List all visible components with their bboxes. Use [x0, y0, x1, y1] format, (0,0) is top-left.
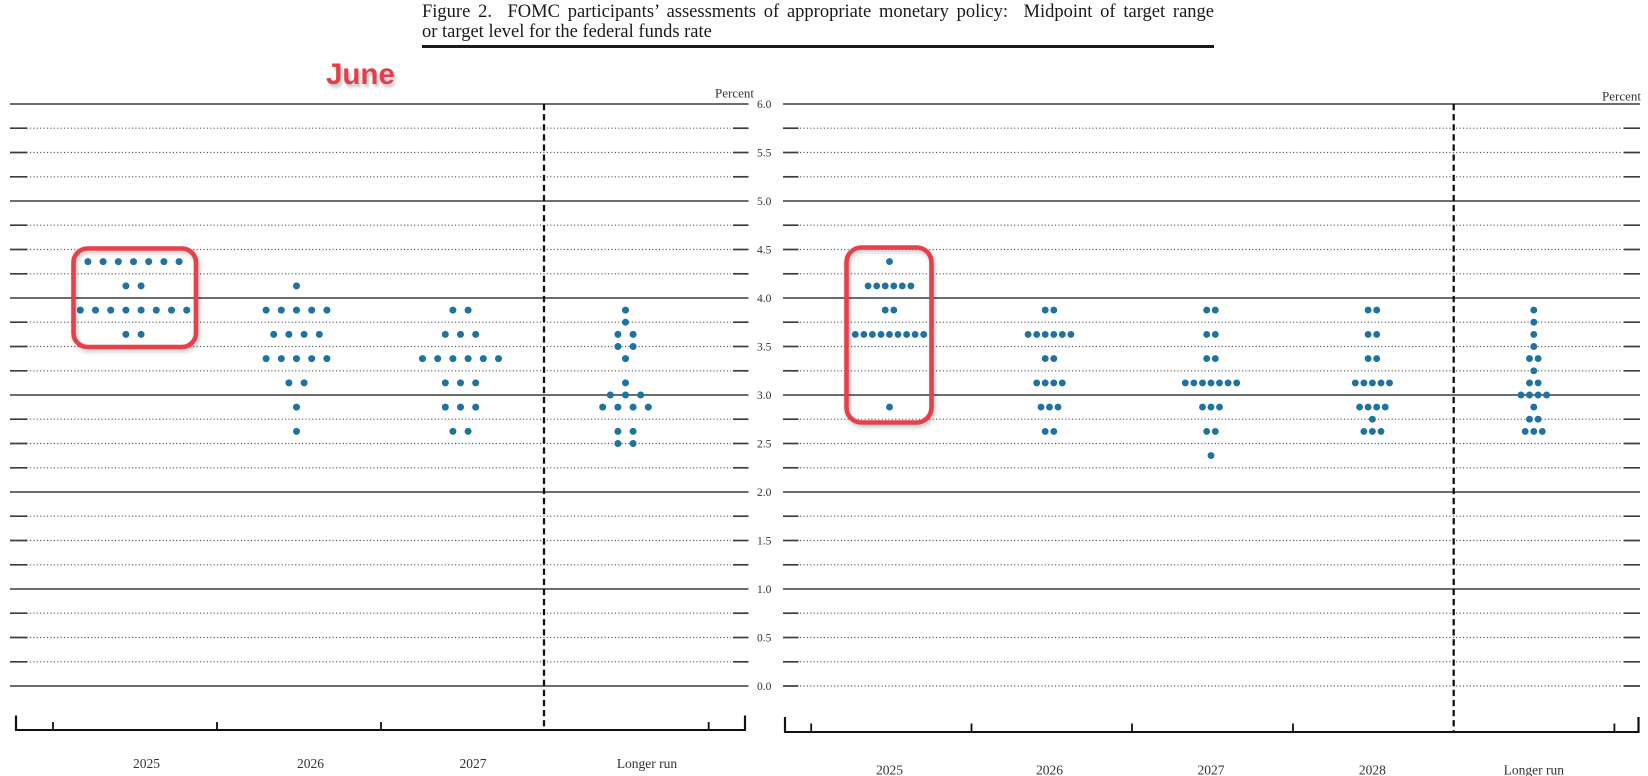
svg-text:6.0: 6.0 — [757, 99, 772, 111]
svg-text:0.5: 0.5 — [757, 633, 772, 645]
svg-text:2026: 2026 — [297, 756, 324, 771]
svg-text:2.0: 2.0 — [757, 487, 772, 499]
svg-text:5.0: 5.0 — [757, 196, 772, 208]
svg-text:Percent: Percent — [715, 86, 754, 101]
svg-text:2026: 2026 — [1036, 763, 1063, 776]
svg-text:2028: 2028 — [1359, 763, 1386, 776]
svg-text:1.5: 1.5 — [757, 536, 772, 548]
svg-text:4.0: 4.0 — [757, 293, 772, 305]
svg-text:3.0: 3.0 — [757, 390, 772, 402]
svg-text:2.5: 2.5 — [757, 439, 772, 451]
svg-text:Longer run: Longer run — [1504, 763, 1565, 776]
svg-text:2025: 2025 — [133, 756, 160, 771]
svg-text:1.0: 1.0 — [757, 584, 772, 596]
svg-text:3.5: 3.5 — [757, 342, 772, 354]
svg-text:2025: 2025 — [876, 763, 903, 776]
svg-text:4.5: 4.5 — [757, 245, 772, 257]
svg-text:Longer run: Longer run — [617, 756, 678, 771]
svg-text:5.5: 5.5 — [757, 148, 772, 160]
svg-text:Percent: Percent — [1602, 89, 1641, 104]
svg-text:2027: 2027 — [1198, 763, 1225, 776]
svg-text:0.0: 0.0 — [757, 681, 772, 693]
svg-text:2027: 2027 — [460, 756, 487, 771]
